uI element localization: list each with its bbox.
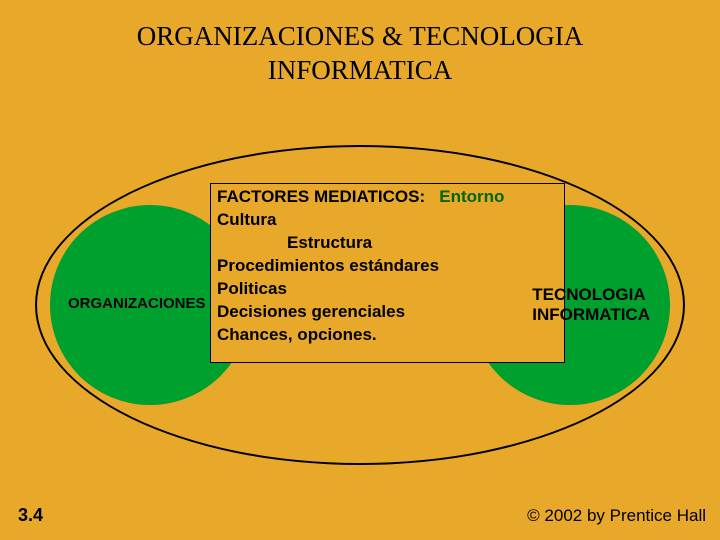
tech-line2: INFORMATICA <box>532 305 650 325</box>
box-item-4: Decisiones gerenciales <box>217 301 558 324</box>
copyright-text: © 2002 by Prentice Hall <box>527 506 706 526</box>
slide-title: ORGANIZACIONES & TECNOLOGIA INFORMATICA <box>0 0 720 88</box>
box-item-3: Politicas <box>217 278 558 301</box>
box-heading-row: FACTORES MEDIATICOS: Entorno <box>217 186 558 209</box>
title-line2: INFORMATICA <box>0 54 720 88</box>
box-item-0: Cultura <box>217 209 558 232</box>
technology-label: TECNOLOGIA INFORMATICA <box>532 285 650 325</box>
title-line1: ORGANIZACIONES & TECNOLOGIA <box>0 20 720 54</box>
tech-line1: TECNOLOGIA <box>532 285 650 305</box>
box-item-5: Chances, opciones. <box>217 324 558 347</box>
organizations-label: ORGANIZACIONES <box>68 295 206 312</box>
slide-number: 3.4 <box>18 505 43 526</box>
box-heading: FACTORES MEDIATICOS: <box>217 187 425 206</box>
box-item-1: Estructura <box>217 232 558 255</box>
mediating-factors-box: FACTORES MEDIATICOS: Entorno Cultura Est… <box>210 183 565 363</box>
diagram-area: ORGANIZACIONES TECNOLOGIA INFORMATICA FA… <box>35 145 685 465</box>
box-item-2: Procedimientos estándares <box>217 255 558 278</box>
entorno-label: Entorno <box>439 187 504 206</box>
